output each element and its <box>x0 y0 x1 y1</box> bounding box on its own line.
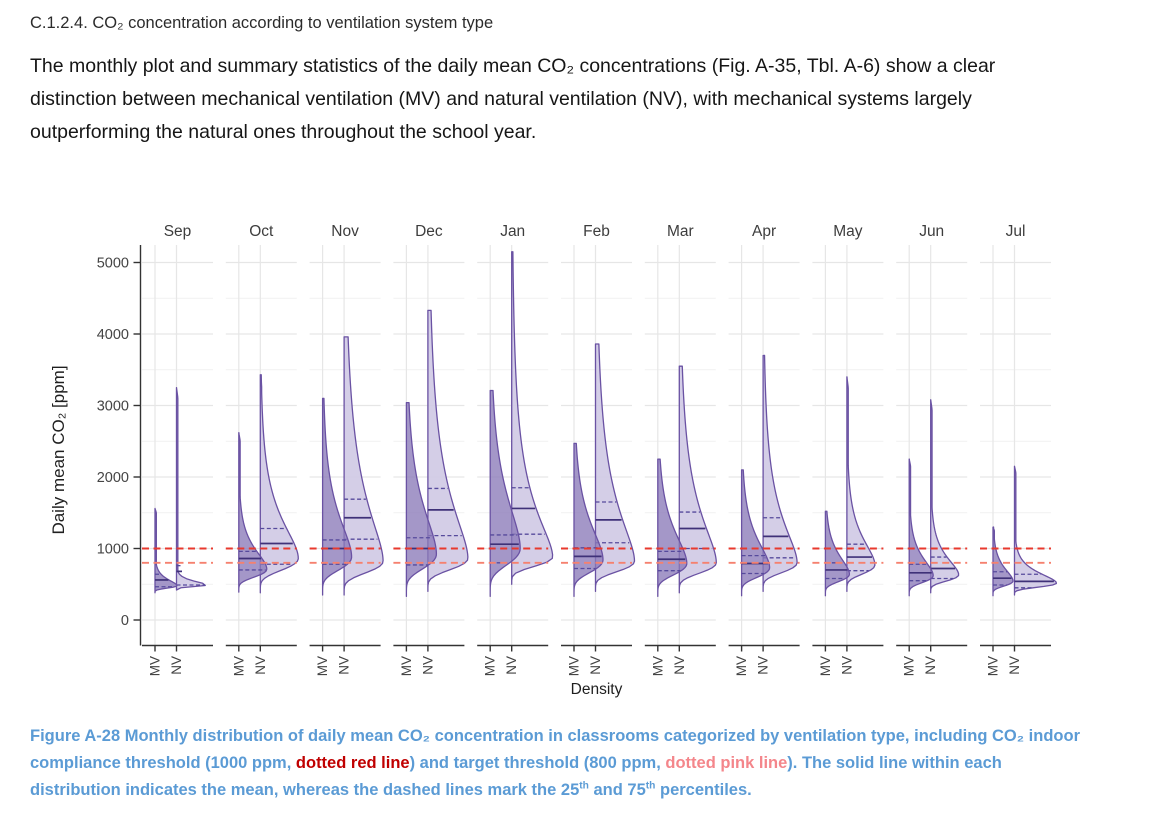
group-tick-label: NV <box>420 656 435 675</box>
panel-Nov: Nov MV NV <box>309 223 384 676</box>
panel-Oct: Oct MV NV <box>225 223 299 676</box>
group-tick-label: MV <box>650 656 665 676</box>
group-tick-label: MV <box>315 656 330 676</box>
chart-canvas: Daily mean CO₂ [ppm] 0 1000 2000 3000 4000 500… <box>49 223 1057 698</box>
Dec-nv-violin <box>427 309 469 593</box>
month-strip-label: Jan <box>500 223 525 240</box>
group-tick-label: MV <box>483 656 498 676</box>
group-tick-label: MV <box>986 656 1001 676</box>
Jul-nv-violin <box>1013 465 1057 596</box>
May-nv-violin <box>846 376 876 593</box>
section-heading: C.1.2.4. CO₂ concentration according to … <box>30 14 494 32</box>
group-tick-label: MV <box>399 656 414 676</box>
caption-segment: th <box>645 780 656 792</box>
y-tick-label: 0 <box>121 613 129 629</box>
group-tick-label: MV <box>902 656 917 676</box>
panel-Jun: Jun MV NV <box>896 223 968 676</box>
May-mv-violin <box>824 510 851 597</box>
body-paragraph: The monthly plot and summary statistics … <box>30 55 996 143</box>
group-tick-label: NV <box>839 656 854 675</box>
Sep-nv-violin <box>175 386 206 591</box>
panel-Dec: Dec MV NV <box>393 223 469 676</box>
month-strip-label: Apr <box>752 223 776 240</box>
caption-segment: ) and target threshold (800 ppm, <box>409 754 666 772</box>
y-axis: Daily mean CO₂ [ppm] 0 1000 2000 3000 4000 500… <box>49 245 142 646</box>
month-strip-label: Feb <box>583 223 610 240</box>
group-tick-label: NV <box>1007 656 1022 675</box>
caption-segment: dotted pink line <box>665 754 788 772</box>
month-strip-label: Mar <box>667 223 694 240</box>
group-tick-label: NV <box>504 656 519 675</box>
month-strip-label: Dec <box>415 223 443 240</box>
caption-segment: Figure A-28 Monthly distribution of dail… <box>30 727 1080 772</box>
group-tick-label: MV <box>148 656 163 676</box>
group-tick-label: NV <box>588 656 603 675</box>
Nov-nv-violin <box>343 336 384 596</box>
Feb-mv-violin <box>573 442 604 598</box>
month-strip-label: Jun <box>919 223 944 240</box>
group-tick-label: NV <box>923 656 938 675</box>
caption-segment: dotted red line <box>295 754 410 772</box>
group-tick-label: MV <box>231 656 246 676</box>
group-tick-label: MV <box>567 656 582 676</box>
month-strip-label: May <box>833 223 863 240</box>
month-strip-label: Oct <box>249 223 274 240</box>
group-tick-label: NV <box>337 656 352 675</box>
panel-Feb: Feb MV NV <box>561 223 636 676</box>
y-tick-label: 4000 <box>97 327 129 343</box>
panel-Apr: Apr MV NV <box>728 223 800 676</box>
x-axis-title: Density <box>571 681 623 698</box>
panel-May: May MV NV <box>812 223 884 676</box>
Jun-mv-violin <box>908 458 934 597</box>
Sep-mv-violin <box>154 507 178 594</box>
group-tick-label: NV <box>169 656 184 675</box>
Feb-nv-violin <box>594 343 636 593</box>
co2-violin-chart-figure: Daily mean CO₂ [ppm] 0 1000 2000 3000 4000 500… <box>0 205 1167 710</box>
Oct-mv-violin <box>238 432 268 593</box>
Oct-nv-violin <box>259 374 299 594</box>
month-strip-label: Nov <box>331 223 359 240</box>
caption-segment: ). The solid line within each distributi… <box>30 754 1002 799</box>
group-tick-label: NV <box>672 656 687 675</box>
group-tick-label: NV <box>756 656 771 675</box>
panel-Mar: Mar MV NV <box>644 223 717 676</box>
month-strip-label: Jul <box>1006 223 1026 240</box>
Jun-nv-violin <box>930 399 960 594</box>
group-tick-label: MV <box>734 656 749 676</box>
panel-Jan: Jan MV NV <box>477 223 554 676</box>
Nov-mv-violin <box>321 397 353 596</box>
Jan-nv-violin <box>511 251 554 585</box>
Apr-nv-violin <box>762 354 798 593</box>
Mar-nv-violin <box>678 365 717 594</box>
y-tick-label: 1000 <box>97 542 129 558</box>
panel-Sep: Sep MV NV <box>142 223 213 676</box>
y-axis-title: Daily mean CO₂ [ppm] <box>49 365 68 534</box>
y-tick-label: 2000 <box>97 470 129 486</box>
y-tick-label: 3000 <box>97 399 129 415</box>
y-tick-label: 5000 <box>97 256 129 272</box>
caption-segment: th <box>579 780 589 792</box>
figure-caption: Figure A-28 Monthly distribution of dail… <box>30 723 1090 804</box>
month-strip-label: Sep <box>164 223 192 240</box>
group-tick-label: NV <box>253 656 268 675</box>
panel-Jul: Jul MV NV <box>980 223 1057 676</box>
caption-segment: percentiles. <box>655 781 752 799</box>
group-tick-label: MV <box>818 656 833 676</box>
caption-segment: and 75 <box>588 781 646 799</box>
